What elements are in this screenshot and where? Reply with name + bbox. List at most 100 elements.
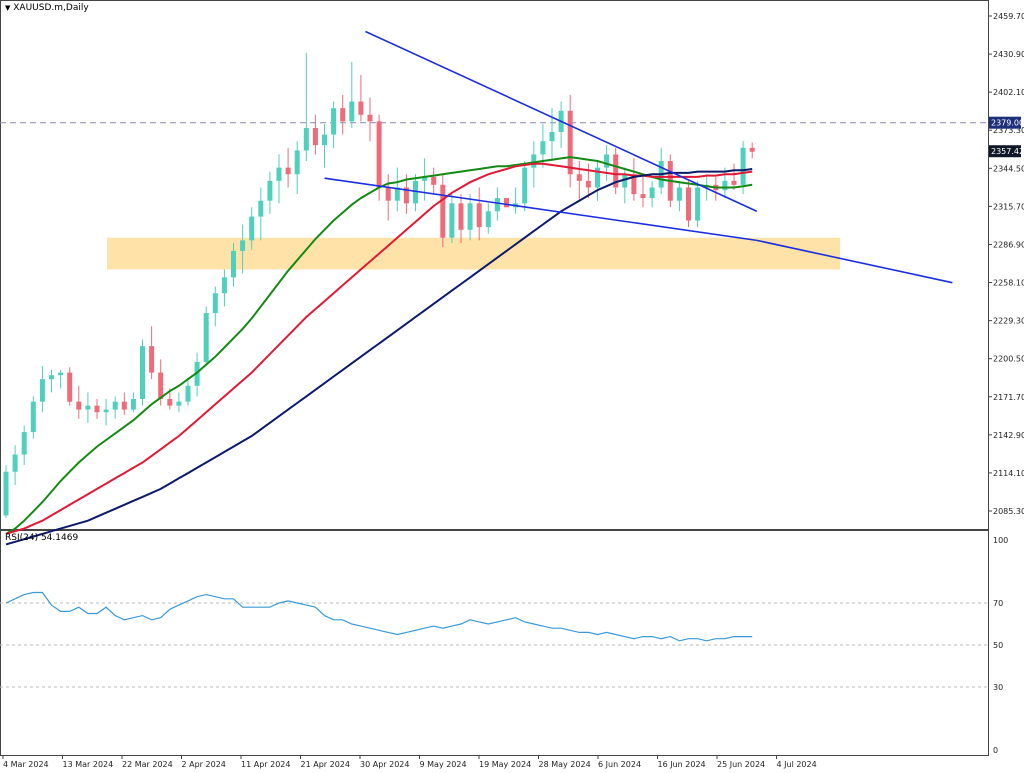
candle — [140, 339, 145, 406]
x-tick-label: 6 Jun 2024 — [598, 760, 641, 769]
candle-body — [212, 293, 218, 314]
candle — [613, 147, 619, 195]
candle-body — [21, 432, 27, 455]
candle-body — [576, 174, 582, 181]
candle-body — [440, 184, 446, 238]
candle — [504, 198, 509, 208]
candle — [21, 425, 27, 466]
candle — [30, 396, 36, 439]
moving-average-line-3 — [5, 168, 753, 546]
candle-body — [103, 409, 109, 413]
trendline-3[interactable] — [756, 239, 953, 284]
candle — [358, 75, 364, 122]
candle — [267, 171, 273, 214]
trendline-1[interactable] — [365, 30, 758, 213]
candle-body — [585, 180, 591, 188]
candle-body — [549, 131, 555, 142]
candle-body — [604, 154, 610, 168]
candle — [303, 52, 309, 162]
candle — [76, 385, 82, 419]
candle-body — [622, 174, 628, 188]
y-tick-label: 2114.10 — [993, 469, 1024, 478]
candle-body — [476, 203, 482, 228]
candle-body — [504, 198, 509, 208]
x-tick-label: 19 May 2024 — [479, 760, 531, 769]
candle — [440, 174, 446, 247]
candle — [658, 147, 664, 195]
candle — [749, 142, 755, 159]
candle-body — [740, 147, 746, 185]
candle — [130, 392, 136, 413]
candle — [49, 369, 54, 393]
candle-body — [422, 176, 428, 181]
candle — [94, 399, 100, 419]
candle-body — [494, 198, 500, 212]
rsi-tick-label: 50 — [993, 641, 1003, 650]
candle-body — [258, 200, 264, 217]
candle-body — [640, 194, 646, 199]
candle-body — [394, 187, 400, 201]
candle — [731, 163, 737, 191]
y-tick-label: 2315.70 — [993, 202, 1024, 211]
candle — [449, 194, 455, 244]
candle-body — [595, 167, 600, 188]
candle-body — [240, 240, 246, 251]
candle — [476, 187, 482, 241]
candle — [403, 174, 409, 214]
candle-body — [722, 180, 728, 191]
x-tick-label: 2 Apr 2024 — [182, 760, 226, 769]
moving-average-line-2 — [5, 162, 753, 535]
candle — [422, 158, 428, 201]
moving-average-line-1 — [5, 156, 753, 535]
candle — [212, 286, 218, 327]
candle — [103, 399, 109, 426]
triangle-down-icon[interactable]: ▼ — [5, 4, 11, 12]
candle-body — [203, 313, 209, 362]
price-box-bg — [989, 116, 1021, 129]
candle — [285, 147, 291, 188]
candle-body — [39, 379, 45, 402]
candle-body — [686, 187, 691, 221]
y-tick-label: 2171.70 — [993, 393, 1024, 402]
price-box-bg — [989, 145, 1021, 158]
candle — [39, 365, 45, 413]
candle-body — [467, 203, 473, 230]
candle — [467, 194, 473, 241]
x-tick-label: 21 Apr 2024 — [301, 760, 350, 769]
candle-body — [176, 401, 182, 406]
rsi-tick-label: 30 — [993, 683, 1003, 692]
symbol-title[interactable]: ▼ XAUUSD.m,Daily — [5, 3, 89, 13]
candle-body — [276, 167, 282, 181]
candle-body — [194, 361, 200, 386]
y-tick-label: 2286.90 — [993, 240, 1024, 249]
price-box-label: 2357.42 — [991, 147, 1024, 156]
support-zone — [107, 237, 840, 270]
trendline-2[interactable] — [324, 177, 757, 242]
candle — [312, 114, 318, 155]
candle-body — [449, 203, 455, 238]
x-tick-label: 4 Mar 2024 — [3, 760, 49, 769]
candle-body — [231, 250, 236, 278]
rsi-tick-label: 100 — [993, 536, 1008, 545]
y-tick-label: 2373.30 — [993, 126, 1024, 135]
candle-body — [294, 150, 300, 175]
candle-body — [121, 401, 127, 410]
candle — [722, 167, 728, 199]
candle-body — [631, 174, 637, 195]
candle — [367, 97, 373, 142]
candle-body — [140, 346, 145, 400]
symbol-label: XAUUSD.m,Daily — [13, 3, 89, 13]
x-tick-label: 22 Mar 2024 — [122, 760, 173, 769]
candle-body — [112, 401, 118, 410]
candle — [12, 445, 18, 485]
candle — [631, 158, 637, 201]
candle-body — [376, 121, 382, 188]
candle — [249, 207, 255, 250]
candle — [713, 176, 719, 201]
candle — [67, 367, 73, 406]
candle — [331, 101, 337, 148]
x-tick-label: 13 Mar 2024 — [63, 760, 114, 769]
candle-body — [731, 180, 737, 185]
